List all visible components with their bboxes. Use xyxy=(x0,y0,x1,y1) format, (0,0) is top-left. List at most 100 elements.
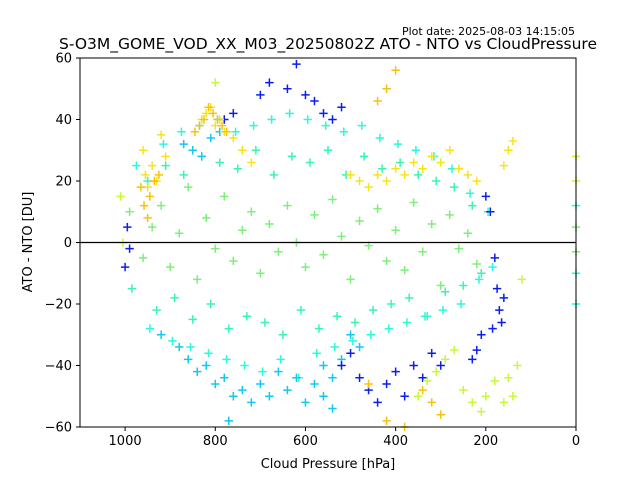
data-point xyxy=(179,139,188,149)
plot-date: Plot date: 2025-08-03 14:15:05 xyxy=(402,25,575,38)
data-point xyxy=(202,213,211,223)
data-point xyxy=(404,293,414,303)
data-point xyxy=(120,262,130,272)
data-point xyxy=(206,299,215,309)
data-point xyxy=(175,342,184,352)
data-point xyxy=(319,361,328,370)
data-point xyxy=(454,244,463,253)
data-point xyxy=(193,275,202,284)
data-point xyxy=(432,367,441,376)
data-point xyxy=(468,201,477,210)
data-point xyxy=(156,330,166,339)
x-tick-label: 400 xyxy=(383,434,408,449)
data-point xyxy=(488,262,497,272)
data-point xyxy=(247,207,256,216)
data-point xyxy=(265,78,274,87)
data-point xyxy=(132,161,141,170)
data-point xyxy=(427,398,436,407)
data-point xyxy=(346,170,355,180)
data-point xyxy=(346,349,355,358)
data-point xyxy=(156,201,166,210)
data-point xyxy=(359,152,369,161)
data-point xyxy=(152,305,161,315)
data-point xyxy=(319,392,328,401)
data-point xyxy=(438,305,448,315)
data-point xyxy=(125,244,134,253)
data-point xyxy=(432,176,441,186)
data-point xyxy=(364,182,373,192)
data-point xyxy=(468,355,477,364)
data-point xyxy=(328,115,337,124)
data-point xyxy=(229,109,238,118)
data-point xyxy=(208,109,218,118)
data-point xyxy=(159,139,168,149)
data-point xyxy=(278,330,288,339)
data-point xyxy=(215,158,224,167)
data-point xyxy=(364,379,373,389)
data-point xyxy=(265,219,274,229)
data-point xyxy=(220,192,229,201)
y-tick-label: −60 xyxy=(45,421,72,436)
data-point xyxy=(211,379,220,389)
data-point xyxy=(188,146,197,155)
data-point xyxy=(445,210,454,220)
data-point xyxy=(328,195,337,204)
data-point xyxy=(328,373,337,382)
data-point xyxy=(224,416,233,426)
data-point xyxy=(382,256,391,266)
data-point xyxy=(499,161,509,170)
data-point xyxy=(350,318,360,327)
data-point xyxy=(283,201,292,210)
data-point xyxy=(420,312,430,321)
data-point xyxy=(175,229,184,238)
data-point xyxy=(242,312,252,321)
data-point xyxy=(436,361,445,370)
data-point xyxy=(224,324,233,333)
data-point xyxy=(508,136,518,146)
data-point xyxy=(427,152,436,161)
data-point xyxy=(184,355,193,364)
data-point xyxy=(386,299,396,309)
data-point xyxy=(204,103,213,112)
data-point xyxy=(472,176,481,186)
data-point xyxy=(145,192,155,201)
data-point xyxy=(170,293,179,303)
data-point xyxy=(346,275,355,284)
data-point xyxy=(368,305,378,315)
data-point xyxy=(202,361,211,370)
y-tick-label: −40 xyxy=(45,359,72,374)
data-point xyxy=(382,84,391,93)
data-point xyxy=(328,404,337,413)
data-point xyxy=(459,385,468,395)
x-tick-label: 200 xyxy=(473,434,498,449)
data-point xyxy=(488,324,497,333)
data-point xyxy=(436,158,445,167)
data-point xyxy=(486,207,495,216)
data-point xyxy=(238,146,247,155)
data-point xyxy=(287,152,297,161)
data-point xyxy=(355,342,364,352)
data-point xyxy=(240,361,249,370)
data-point xyxy=(301,398,310,407)
data-point xyxy=(301,90,310,100)
data-point xyxy=(427,349,436,358)
data-point xyxy=(150,176,159,186)
data-point xyxy=(285,109,294,118)
data-point xyxy=(517,275,527,284)
x-tick-label: 600 xyxy=(293,434,318,449)
data-point xyxy=(499,398,509,407)
data-point xyxy=(154,170,164,180)
data-point xyxy=(373,398,382,407)
data-point xyxy=(337,103,346,112)
data-point xyxy=(400,265,409,275)
data-point xyxy=(472,259,481,269)
data-point xyxy=(339,127,348,136)
data-point xyxy=(256,269,265,278)
data-point xyxy=(197,152,206,161)
data-point xyxy=(373,96,382,106)
data-point xyxy=(127,284,137,293)
data-point xyxy=(409,361,418,370)
data-point xyxy=(400,392,409,401)
data-point xyxy=(147,222,157,232)
y-tick-label: 60 xyxy=(55,52,72,67)
